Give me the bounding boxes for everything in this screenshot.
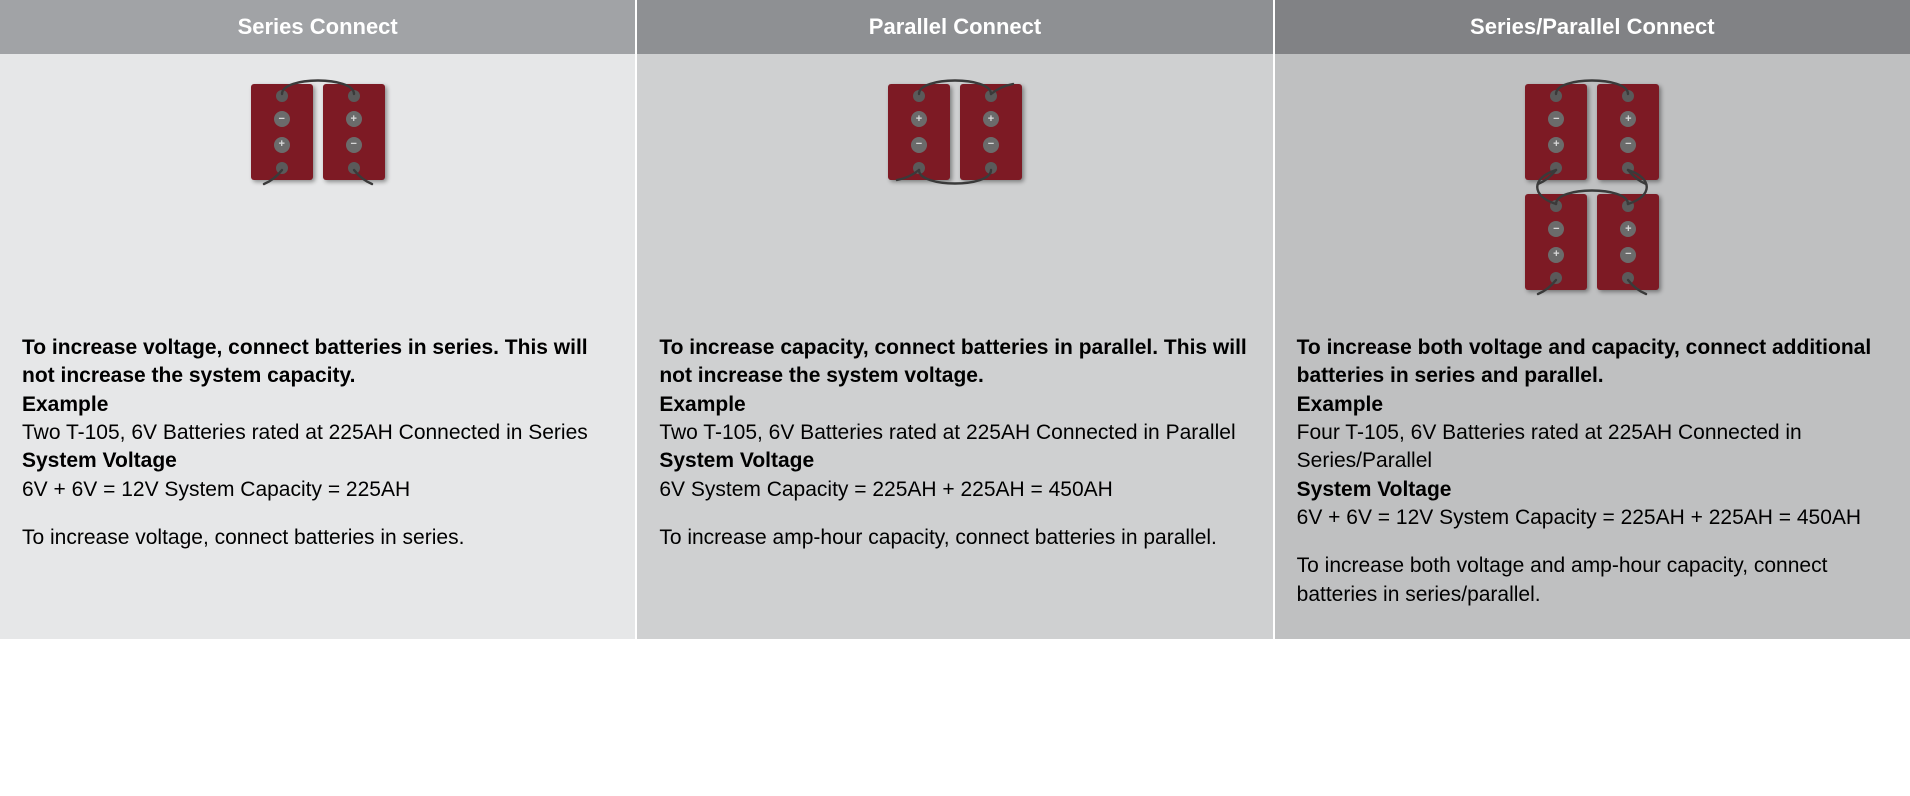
info-block: To increase voltage, connect batteries i… [22,334,613,552]
battery-icon: +− [1597,84,1659,180]
lead-text: To increase capacity, connect batteries … [659,334,1250,391]
diagram-series-parallel: −++−−++− [1297,74,1888,334]
diagram-parallel: +−+− [659,74,1250,334]
example-label: Example [1297,391,1888,419]
battery-icon: −+ [1525,84,1587,180]
column-parallel: Parallel Connect +−+− To increase capaci… [637,0,1274,639]
diagram-series: −++− [22,74,613,334]
summary-text: To increase amp-hour capacity, connect b… [659,524,1250,552]
voltage-label: System Voltage [659,447,1250,475]
summary-text: To increase voltage, connect batteries i… [22,524,613,552]
column-series: Series Connect −++− To increase voltage,… [0,0,637,639]
example-text: Four T-105, 6V Batteries rated at 225AH … [1297,419,1888,476]
column-body: −++−−++− To increase both voltage and ca… [1275,54,1910,639]
voltage-text: 6V + 6V = 12V System Capacity = 225AH [22,476,613,504]
summary-text: To increase both voltage and amp-hour ca… [1297,552,1888,609]
column-title: Series Connect [238,14,398,39]
column-header: Series/Parallel Connect [1275,0,1910,54]
column-body: +−+− To increase capacity, connect batte… [637,54,1272,639]
battery-icon: +− [323,84,385,180]
battery-icon: +− [960,84,1022,180]
battery-icon: +− [1597,194,1659,290]
column-title: Series/Parallel Connect [1470,14,1715,39]
lead-text: To increase voltage, connect batteries i… [22,334,613,391]
voltage-text: 6V + 6V = 12V System Capacity = 225AH + … [1297,504,1888,532]
voltage-label: System Voltage [1297,476,1888,504]
column-title: Parallel Connect [869,14,1041,39]
info-block: To increase both voltage and capacity, c… [1297,334,1888,609]
info-block: To increase capacity, connect batteries … [659,334,1250,552]
column-series-parallel: Series/Parallel Connect −++−−++− To incr… [1275,0,1910,639]
example-text: Two T-105, 6V Batteries rated at 225AH C… [22,419,613,447]
battery-icon: +− [888,84,950,180]
battery-icon: −+ [251,84,313,180]
lead-text: To increase both voltage and capacity, c… [1297,334,1888,391]
column-header: Parallel Connect [637,0,1272,54]
column-header: Series Connect [0,0,635,54]
column-body: −++− To increase voltage, connect batter… [0,54,635,639]
connection-table: Series Connect −++− To increase voltage,… [0,0,1910,639]
example-label: Example [22,391,613,419]
example-text: Two T-105, 6V Batteries rated at 225AH C… [659,419,1250,447]
battery-icon: −+ [1525,194,1587,290]
voltage-text: 6V System Capacity = 225AH + 225AH = 450… [659,476,1250,504]
voltage-label: System Voltage [22,447,613,475]
example-label: Example [659,391,1250,419]
